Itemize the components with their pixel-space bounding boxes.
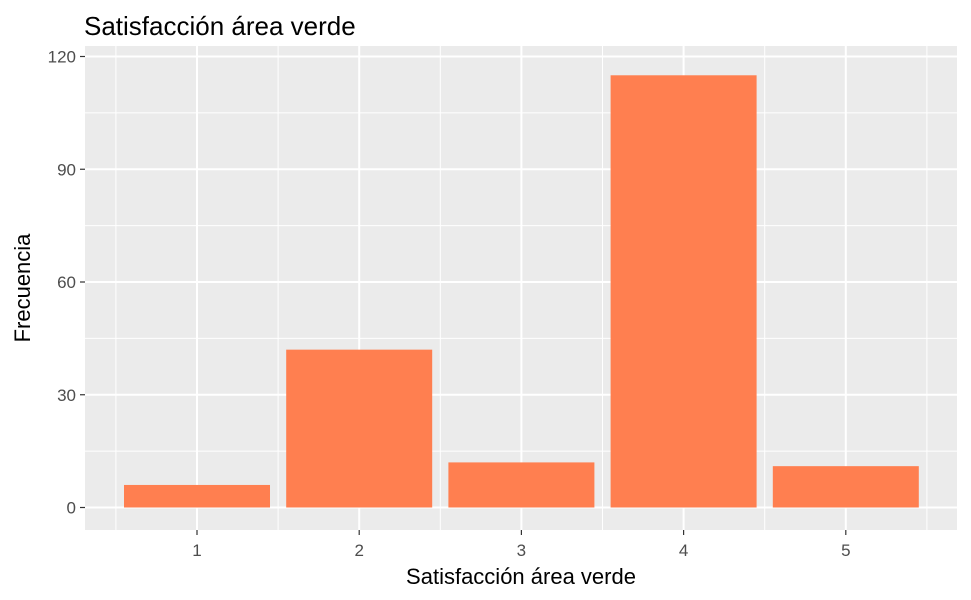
x-tick-label: 4 (679, 541, 688, 560)
x-tick-label: 3 (517, 541, 526, 560)
bars (124, 75, 919, 508)
y-tick-label: 30 (57, 386, 76, 405)
x-tick-label: 5 (841, 541, 850, 560)
y-axis: 0 30 60 90 120 (48, 48, 85, 518)
chart-title: Satisfacción área verde (84, 11, 356, 41)
bar-4 (610, 75, 757, 508)
bar-3 (448, 462, 595, 508)
bar-2 (286, 349, 433, 508)
bar-5 (772, 466, 919, 508)
bar-1 (124, 484, 270, 508)
y-tick-label: 0 (67, 499, 76, 518)
y-axis-label: Frecuencia (10, 233, 35, 343)
x-tick-label: 1 (192, 541, 201, 560)
y-tick-label: 120 (48, 48, 76, 67)
y-tick-label: 60 (57, 273, 76, 292)
x-axis: 1 2 3 4 5 (192, 530, 851, 560)
y-tick-label: 90 (57, 160, 76, 179)
x-tick-label: 2 (354, 541, 363, 560)
x-axis-label: Satisfacción área verde (406, 564, 636, 589)
